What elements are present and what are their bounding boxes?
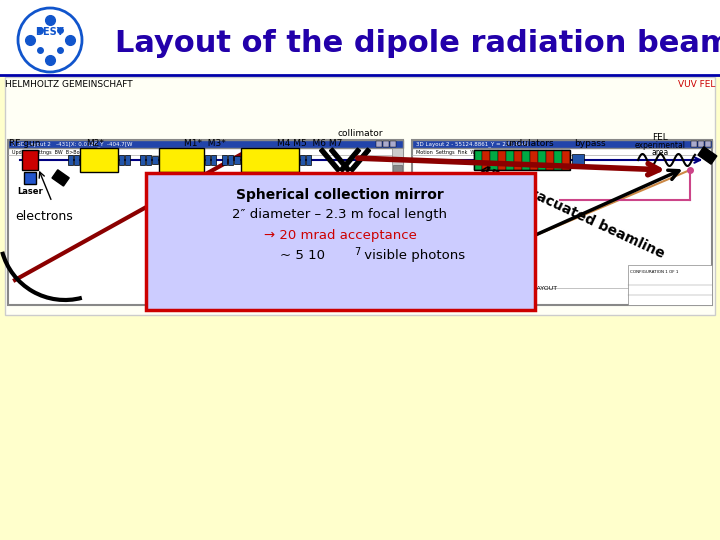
Text: M1*  M3*: M1* M3*: [184, 139, 226, 148]
Text: 1:3D Layout 2   -431[X: 0.0180_Y  -404.7[W: 1:3D Layout 2 -431[X: 0.0180_Y -404.7[W: [12, 141, 132, 147]
Bar: [705, 141, 711, 147]
Bar: [691, 141, 697, 147]
Text: DESY: DESY: [35, 27, 64, 37]
Bar: [205, 155, 210, 165]
Text: 3D LAYOUT: 3D LAYOUT: [523, 286, 557, 291]
Bar: [628, 265, 712, 305]
Text: collimator: collimator: [337, 129, 383, 138]
Bar: [8, 140, 403, 148]
Bar: [506, 150, 514, 170]
Text: M2*: M2*: [86, 139, 104, 148]
Text: 45 m evacuated beamline: 45 m evacuated beamline: [477, 163, 667, 261]
Bar: [330, 148, 351, 172]
Text: Update  Settngs  BW  B>Bok  1oo  2cm: Update Settngs BW B>Bok 1oo 2cm: [12, 150, 108, 155]
Bar: [474, 150, 570, 170]
Bar: [393, 165, 402, 185]
Bar: [490, 150, 498, 170]
Bar: [52, 170, 69, 186]
Bar: [376, 141, 382, 147]
Bar: [125, 155, 130, 165]
Bar: [22, 150, 38, 170]
Bar: [140, 155, 145, 165]
Bar: [222, 155, 227, 165]
Bar: [306, 155, 311, 165]
Bar: [119, 155, 124, 165]
Bar: [320, 148, 341, 172]
Bar: [474, 150, 482, 170]
Bar: [530, 150, 538, 170]
Bar: [498, 150, 506, 170]
Bar: [24, 172, 36, 184]
Text: undulators: undulators: [505, 139, 554, 148]
Bar: [348, 176, 360, 190]
Text: 2″ diameter – 2.3 m focal length: 2″ diameter – 2.3 m focal length: [233, 208, 448, 221]
Text: M4 M5  M6 M7: M4 M5 M6 M7: [277, 139, 343, 148]
Bar: [349, 148, 371, 172]
Text: RF gun: RF gun: [9, 139, 41, 148]
Bar: [80, 148, 118, 172]
Bar: [412, 140, 712, 148]
Bar: [146, 155, 151, 165]
Bar: [241, 148, 299, 172]
Text: experimental: experimental: [634, 141, 685, 150]
Bar: [74, 155, 79, 165]
Text: CONFIGURATION 1 OF 1: CONFIGURATION 1 OF 1: [630, 270, 678, 274]
Bar: [234, 156, 240, 164]
Text: VUV FEL: VUV FEL: [678, 80, 715, 89]
Text: HELMHOLTZ GEMEINSCHAFT: HELMHOLTZ GEMEINSCHAFT: [5, 80, 132, 89]
Bar: [482, 150, 490, 170]
Bar: [5, 77, 715, 315]
Text: Layout of the dipole radiation beam line: Layout of the dipole radiation beam line: [115, 29, 720, 57]
Bar: [159, 148, 204, 172]
Bar: [8, 140, 403, 305]
Text: Laser: Laser: [17, 187, 43, 196]
Bar: [228, 155, 233, 165]
Bar: [339, 148, 361, 172]
Bar: [698, 141, 704, 147]
Bar: [514, 150, 522, 170]
Bar: [68, 155, 73, 165]
Bar: [698, 147, 717, 164]
Bar: [300, 155, 305, 165]
Text: visible photons: visible photons: [360, 249, 465, 262]
Bar: [0, 0, 720, 75]
Bar: [522, 150, 530, 170]
Text: → 20 mrad acceptance: → 20 mrad acceptance: [264, 229, 416, 242]
Bar: [562, 150, 570, 170]
Text: ~ 5 10: ~ 5 10: [280, 249, 325, 262]
Bar: [392, 148, 403, 305]
Text: bypass: bypass: [574, 139, 606, 148]
Bar: [390, 141, 396, 147]
Bar: [152, 156, 158, 164]
Bar: [546, 150, 554, 170]
Bar: [538, 150, 546, 170]
Bar: [383, 141, 389, 147]
Bar: [554, 150, 562, 170]
Text: electrons: electrons: [15, 210, 73, 223]
Text: area: area: [652, 148, 669, 157]
Bar: [211, 155, 216, 165]
Text: 3D Layout 2 - 55124.8861_Y = 232.4445: 3D Layout 2 - 55124.8861_Y = 232.4445: [416, 141, 528, 147]
Bar: [572, 154, 584, 166]
Bar: [412, 140, 712, 305]
FancyBboxPatch shape: [146, 173, 535, 310]
Text: FEL: FEL: [652, 133, 668, 142]
Text: Spherical collection mirror: Spherical collection mirror: [236, 188, 444, 202]
Text: 7: 7: [354, 247, 360, 257]
Text: Motion  Settngs  Fink  Weover  1:   Zoom: Motion Settngs Fink Weover 1: Zoom: [416, 150, 516, 155]
